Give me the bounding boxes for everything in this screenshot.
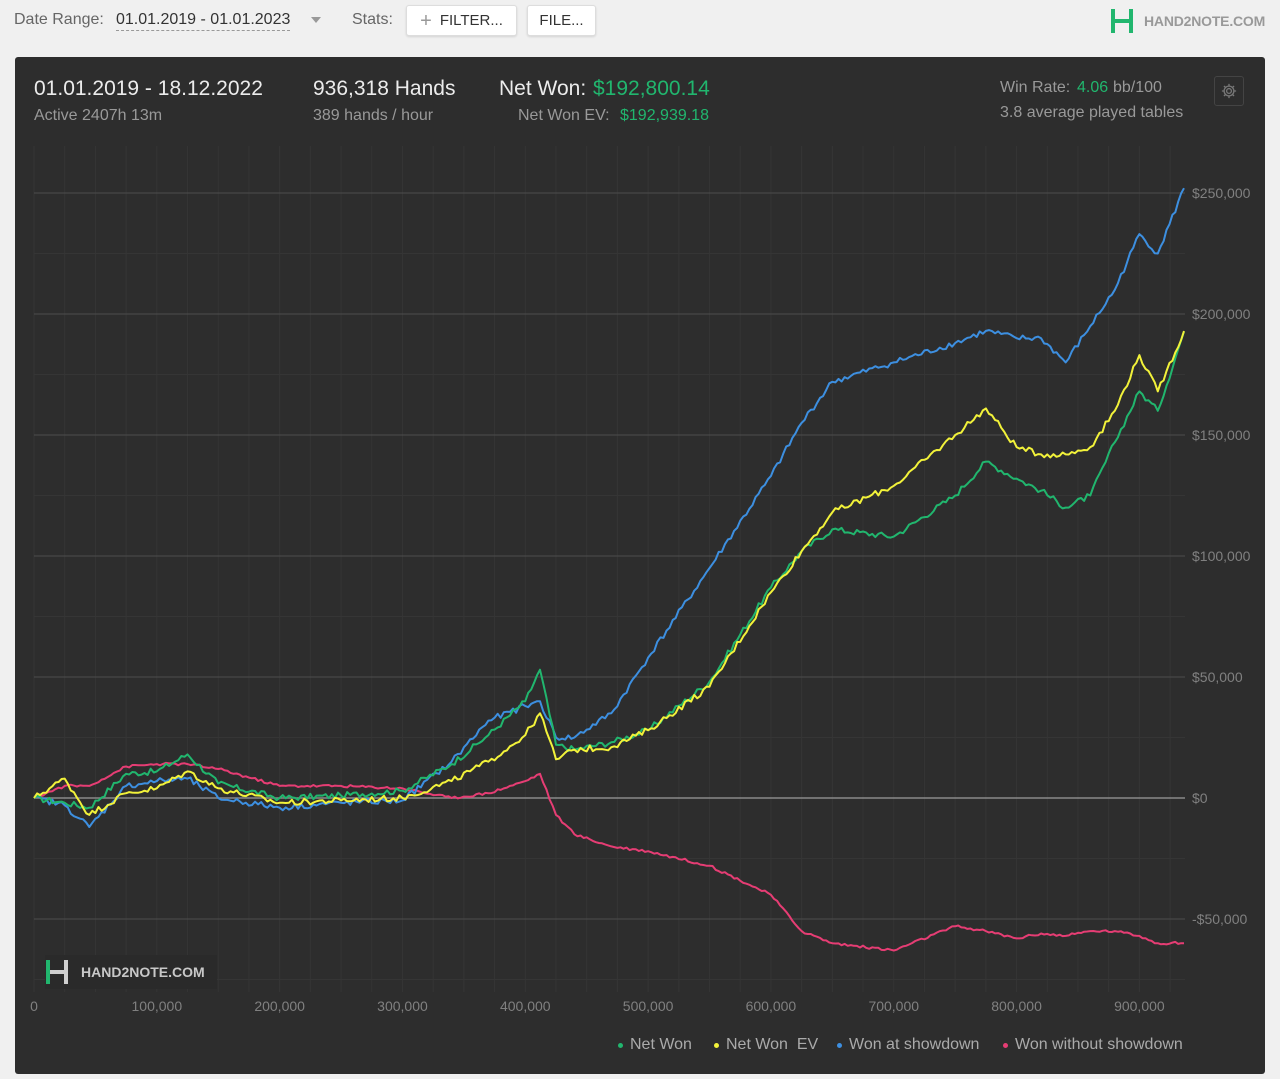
win-rate-unit: bb/100 [1113, 79, 1162, 96]
legend-net-won-marker [618, 1042, 623, 1048]
legend-net-won-ev-label: Net Won EV [726, 1036, 819, 1053]
x-tick-label: 300,000 [377, 998, 428, 1014]
file-button[interactable]: FILE... [527, 5, 596, 36]
x-tick-label: 500,000 [623, 998, 674, 1014]
legend-won-at-showdown-marker [837, 1042, 842, 1048]
avg-tables: 3.8 average played tables [1000, 104, 1184, 121]
legend-won-at-showdown-label: Won at showdown [849, 1036, 980, 1053]
x-tick-label: 0 [30, 998, 38, 1014]
y-tick-label: $200,000 [1192, 306, 1251, 322]
legend-won-at-showdown[interactable]: Won at showdown [837, 1036, 979, 1054]
date-range-label: Date Range: [14, 11, 104, 28]
legend-won-without-showdown-marker [1003, 1042, 1008, 1048]
active-time: Active 2407h 13m [34, 107, 163, 124]
net-won-ev-label: Net Won EV: [518, 107, 610, 124]
legend-won-without-showdown-label: Won without showdown [1015, 1036, 1183, 1053]
brand-logo-text: HAND2NOTE.COM [1144, 13, 1266, 29]
gear-icon [1221, 83, 1237, 99]
x-tick-label: 600,000 [746, 998, 797, 1014]
y-tick-label: $250,000 [1192, 185, 1251, 201]
y-tick-label: -$50,000 [1192, 911, 1247, 927]
y-tick-label: $50,000 [1192, 669, 1243, 685]
legend-won-without-showdown[interactable]: Won without showdown [1003, 1036, 1183, 1054]
series-won-without-showdown [33, 761, 1184, 952]
settings-button[interactable] [1214, 76, 1244, 106]
win-rate-label: Win Rate: [1000, 79, 1071, 96]
legend-net-won-label: Net Won [630, 1036, 692, 1053]
x-tick-label: 200,000 [254, 998, 305, 1014]
watermark: HAND2NOTE.COM [45, 955, 217, 989]
y-tick-label: $100,000 [1192, 548, 1251, 564]
period-title: 01.01.2019 - 18.12.2022 [34, 77, 263, 100]
y-tick-label: $0 [1192, 790, 1208, 806]
hands-per-hour: 389 hands / hour [313, 107, 434, 124]
x-tick-label: 700,000 [868, 998, 919, 1014]
win-rate-value: 4.06 [1077, 79, 1109, 96]
graph-panel: 01.01.2019 - 18.12.2022 Active 2407h 13m… [15, 57, 1265, 1074]
x-tick-label: 900,000 [1114, 998, 1165, 1014]
legend-net-won-ev[interactable]: Net Won EV [714, 1036, 818, 1054]
brand-logo[interactable]: HAND2NOTE.COM [1110, 6, 1270, 36]
plus-icon: + [420, 9, 432, 32]
x-tick-label: 800,000 [991, 998, 1042, 1014]
hands-count: 936,318 Hands [313, 77, 456, 100]
stats-label: Stats: [352, 11, 393, 28]
series-net-won-ev [33, 330, 1185, 816]
x-tick-label: 400,000 [500, 998, 551, 1014]
chevron-down-icon[interactable] [311, 17, 321, 23]
line-chart: -$50,000 $0 $50,000 $100,000 $150,000 $200,00… [30, 146, 1251, 1014]
legend-net-won[interactable]: Net Won [618, 1036, 692, 1054]
toolbar: Date Range: 01.01.2019 - 01.01.2023 Stat… [0, 0, 1280, 52]
series-won-at-showdown [33, 187, 1185, 828]
net-won-value: $192,800.14 [593, 77, 710, 100]
x-tick-label: 100,000 [132, 998, 183, 1014]
watermark-text: HAND2NOTE.COM [81, 964, 205, 980]
filter-button[interactable]: + FILTER... [406, 5, 517, 36]
date-range-picker[interactable]: 01.01.2019 - 01.01.2023 [116, 11, 291, 31]
series-net-won [33, 331, 1185, 810]
net-won-ev-value: $192,939.18 [620, 107, 709, 124]
hand2note-logo-icon [1111, 9, 1133, 33]
legend-net-won-ev-marker [714, 1042, 719, 1048]
filter-button-label: FILTER... [439, 12, 503, 29]
y-tick-label: $150,000 [1192, 427, 1251, 443]
net-won-label: Net Won: [499, 77, 587, 100]
file-button-label: FILE... [539, 12, 584, 29]
hand2note-logo-icon [46, 960, 68, 984]
